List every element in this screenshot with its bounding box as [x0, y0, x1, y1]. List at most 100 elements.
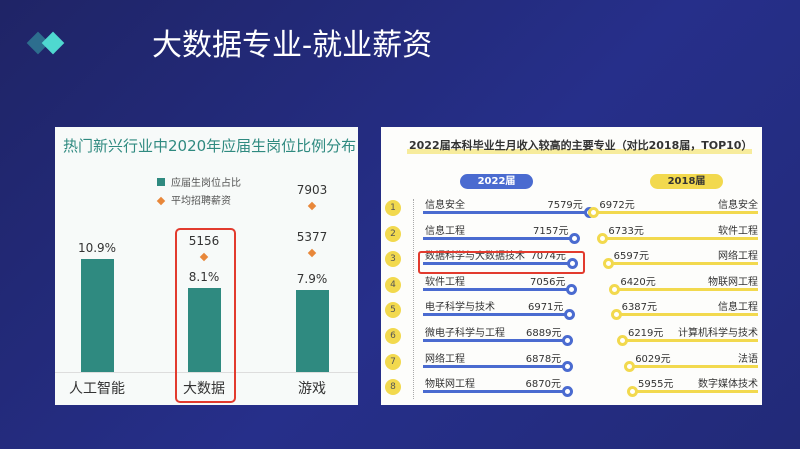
- legend-item: 应届生岗位占比: [157, 174, 241, 189]
- major-2022: 微电子科学与工程: [425, 328, 505, 339]
- major-2018: 网络工程: [718, 251, 758, 263]
- bar-data-label: 8.1%: [188, 270, 220, 284]
- category-label: 人工智能: [69, 381, 125, 397]
- marker-2018: [616, 335, 628, 346]
- major-2022: 软件工程: [425, 276, 465, 288]
- bar: [296, 290, 329, 372]
- chart-title: 2022届本科毕业生月收入较高的主要专业（对比2018届，TOP10）: [409, 139, 753, 152]
- chart-title: 热门新兴行业中2020年应届生岗位比例分布: [63, 137, 357, 155]
- marker-2018: [610, 309, 622, 321]
- line-2018: [607, 262, 758, 266]
- salary-point: [307, 201, 317, 211]
- legend: 应届生岗位占比 平均招聘薪资: [156, 174, 241, 207]
- salary-point: [307, 248, 317, 258]
- highlight-box: [175, 228, 236, 403]
- bar: [188, 288, 221, 372]
- legend-label: 应届生岗位占比: [171, 178, 241, 189]
- line-2018: [614, 287, 758, 291]
- salary-2022: 6889元: [526, 328, 562, 339]
- rank-badge: 8: [385, 379, 401, 396]
- salary-2022: 6870元: [525, 379, 561, 391]
- major-2018: 信息工程: [718, 302, 758, 314]
- rank-badge: 5: [385, 302, 401, 319]
- marker-2018: [609, 283, 621, 295]
- line-2018: [629, 364, 758, 368]
- category-label: 游戏: [298, 381, 326, 397]
- line-2022: [423, 390, 567, 394]
- salary-compare-card: 2022届本科毕业生月收入较高的主要专业（对比2018届，TOP10） 2022…: [381, 127, 762, 405]
- major-2018: 法语: [738, 353, 758, 365]
- slide-title: 大数据专业-就业薪资: [152, 28, 433, 63]
- marker-2018: [602, 258, 614, 270]
- highlight-box: [418, 251, 585, 274]
- salary-data-label: 7903: [296, 182, 328, 197]
- salary-2018: 6597元: [613, 251, 650, 263]
- dotted-divider: [413, 199, 414, 399]
- major-2018: 数字媒体技术: [698, 379, 758, 391]
- column-pill-2022: 2022届: [460, 174, 533, 189]
- rank-badge: 2: [385, 225, 401, 242]
- salary-2018: 5955元: [638, 379, 674, 391]
- line-2022: [423, 211, 589, 214]
- salary-2018: 6420元: [620, 276, 656, 288]
- major-2022: 数据科学与大数据技术: [425, 251, 525, 263]
- line-2018: [602, 236, 758, 240]
- rank-badge: 7: [385, 353, 401, 370]
- line-2022: [423, 339, 568, 342]
- salary-data-label: 5377: [296, 229, 328, 244]
- salary-2018: 6733元: [608, 225, 644, 237]
- marker-2022: [566, 258, 578, 270]
- line-2018: [621, 339, 758, 342]
- marker-2022: [562, 335, 574, 346]
- major-2022: 信息安全: [425, 200, 465, 211]
- major-2022: 网络工程: [425, 353, 465, 365]
- axis-line: [55, 372, 358, 373]
- major-2022: 电子科学与技术: [425, 302, 495, 314]
- marker-2018: [588, 207, 600, 218]
- salary-2022: 6971元: [527, 302, 564, 314]
- line-2022: [423, 313, 570, 317]
- major-2022: 物联网工程: [425, 379, 475, 391]
- column-pill-2018: 2018届: [650, 174, 723, 189]
- legend-label: 平均招聘薪资: [171, 196, 231, 207]
- line-2022: [423, 364, 568, 368]
- line-2018: [632, 390, 758, 394]
- salary-2022: 7579元: [547, 200, 583, 211]
- major-2018: 软件工程: [718, 225, 758, 237]
- major-2018: 信息安全: [718, 200, 758, 211]
- salary-2018: 6387元: [621, 302, 658, 314]
- salary-2022: 7157元: [533, 225, 569, 237]
- rank-badge: 3: [385, 251, 401, 268]
- bar-data-label: 10.9%: [77, 240, 117, 255]
- rank-badge: 6: [385, 328, 401, 344]
- major-2018: 物联网工程: [708, 276, 758, 288]
- bar-chart-card: 热门新兴行业中2020年应届生岗位比例分布 应届生岗位占比 平均招聘薪资 10.…: [55, 127, 358, 405]
- salary-2018: 6029元: [635, 353, 671, 365]
- marker-2018: [627, 386, 638, 398]
- major-2018: 计算机科学与技术: [678, 328, 758, 339]
- marker-2022: [566, 283, 578, 295]
- salary-2022: 7074元: [530, 251, 566, 263]
- marker-2018: [624, 360, 636, 372]
- category-label: 大数据: [183, 381, 225, 397]
- marker-2018: [597, 232, 609, 244]
- salary-2018: 6219元: [627, 328, 664, 339]
- line-2022: [423, 236, 575, 240]
- marker-2022: [569, 232, 581, 244]
- marker-2022: [562, 386, 573, 398]
- bar: [81, 258, 114, 372]
- major-2022: 信息工程: [425, 225, 465, 237]
- salary-data-label: 5156: [188, 234, 220, 248]
- line-2022: [423, 287, 572, 291]
- line-2018: [593, 211, 758, 214]
- salary-2018: 6972元: [599, 200, 635, 211]
- marker-2022: [564, 309, 576, 321]
- title-underline: [407, 149, 752, 154]
- bar-data-label: 7.9%: [296, 272, 328, 287]
- line-2018: [615, 313, 758, 317]
- salary-2022: 7056元: [530, 276, 566, 288]
- legend-item: 平均招聘薪资: [156, 192, 241, 207]
- marker-2022: [562, 360, 574, 372]
- rank-badge: 4: [385, 276, 401, 293]
- line-2022: [423, 262, 572, 266]
